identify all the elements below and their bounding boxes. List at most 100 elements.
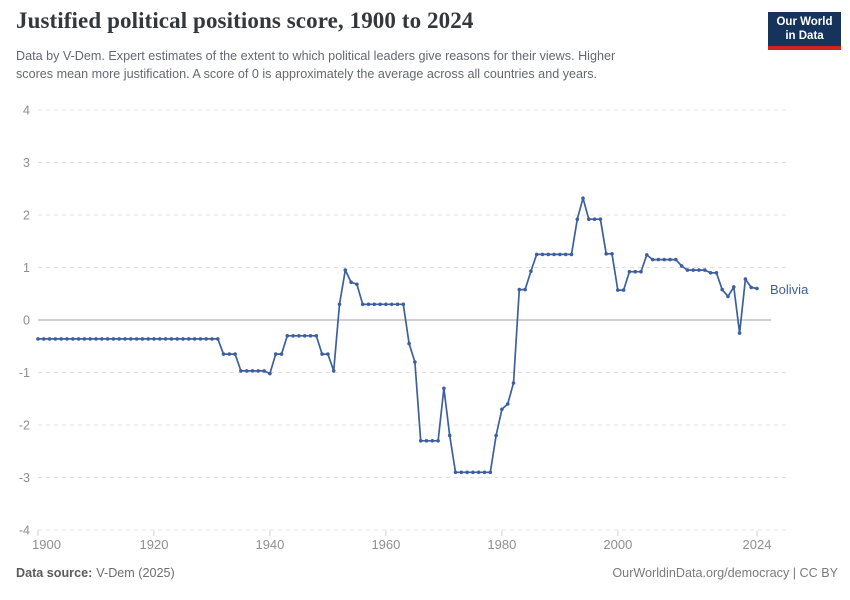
y-axis-label: -3: [19, 471, 30, 485]
data-point: [726, 294, 730, 299]
data-point: [123, 337, 127, 341]
data-point: [256, 369, 261, 373]
data-point: [511, 381, 516, 385]
data-point: [743, 277, 748, 281]
data-point: [314, 334, 319, 338]
data-point: [134, 337, 139, 341]
data-point: [720, 287, 724, 292]
data-point: [459, 470, 464, 475]
data-point: [424, 439, 429, 443]
data-point: [65, 337, 69, 341]
data-point: [117, 337, 121, 341]
data-point: [360, 302, 365, 307]
data-point: [552, 252, 556, 257]
x-axis-label: 1960: [371, 537, 400, 552]
data-point: [158, 337, 162, 341]
data-point: [302, 334, 307, 338]
data-point: [679, 264, 684, 268]
data-point: [285, 334, 290, 338]
data-point: [413, 360, 417, 364]
chart-subtitle-line2: scores mean more justification. A score …: [16, 67, 597, 81]
x-axis-label: 1920: [140, 537, 169, 552]
data-point: [714, 271, 719, 275]
data-point: [42, 337, 46, 341]
data-point: [146, 337, 150, 341]
data-point: [645, 253, 649, 257]
data-point: [76, 337, 81, 341]
data-point: [210, 337, 214, 341]
data-point: [407, 341, 411, 346]
data-point: [262, 369, 266, 373]
data-point: [349, 280, 353, 285]
data-point: [650, 257, 655, 262]
data-point: [558, 252, 562, 257]
data-point: [100, 337, 104, 341]
data-point: [505, 402, 510, 406]
data-point: [308, 334, 313, 338]
y-axis-label: 0: [23, 314, 30, 328]
data-point: [430, 439, 435, 443]
data-point: [494, 433, 498, 438]
data-point: [627, 269, 632, 274]
data-point: [616, 288, 620, 292]
data-point: [297, 334, 301, 338]
data-point: [523, 287, 527, 292]
data-point: [273, 352, 278, 356]
data-point: [88, 337, 92, 341]
data-point: [534, 252, 539, 257]
chart-subtitle-line1: Data by V-Dem. Expert estimates of the e…: [16, 49, 616, 63]
data-point: [233, 352, 237, 356]
data-point: [192, 337, 197, 341]
data-point: [755, 286, 759, 291]
data-point: [204, 337, 208, 341]
data-point: [366, 302, 371, 307]
data-point: [291, 334, 295, 338]
series-label-bolivia[interactable]: Bolivia: [770, 282, 809, 297]
data-point: [436, 439, 440, 443]
data-point: [592, 217, 597, 221]
data-point: [279, 352, 284, 356]
data-point: [320, 352, 324, 356]
x-axis-label: 1940: [255, 537, 284, 552]
owid-logo[interactable]: Our World in Data: [768, 12, 841, 50]
data-point: [175, 337, 179, 341]
data-point: [598, 217, 603, 221]
data-point: [447, 433, 452, 438]
owid-logo-red-bar: [768, 46, 841, 50]
y-axis-label: 4: [23, 104, 30, 118]
credit-link[interactable]: OurWorldinData.org/democracy | CC BY: [612, 566, 838, 580]
data-point: [331, 369, 336, 373]
data-point: [737, 331, 742, 335]
data-point: [529, 269, 533, 274]
data-point: [140, 337, 145, 341]
data-point: [227, 352, 232, 356]
data-point: [163, 337, 168, 341]
x-axis-label: 2024: [743, 537, 772, 552]
data-point: [94, 337, 98, 341]
data-point: [656, 257, 661, 262]
data-point: [239, 369, 243, 373]
data-point: [488, 470, 493, 475]
data-point: [129, 337, 133, 341]
data-point: [691, 268, 695, 272]
data-point: [181, 337, 185, 341]
data-point: [111, 337, 116, 341]
data-point: [674, 257, 678, 262]
footer: Data source: V-Dem (2025) OurWorldinData.…: [16, 566, 838, 580]
data-point: [418, 439, 423, 443]
data-point: [53, 337, 58, 341]
data-point: [36, 337, 40, 341]
data-point: [343, 268, 348, 272]
data-point: [732, 285, 736, 289]
data-point: [326, 352, 330, 356]
y-axis-label: -2: [19, 419, 30, 433]
line-series-bolivia[interactable]: [36, 196, 759, 475]
y-axis-label: 2: [23, 209, 30, 223]
data-point: [152, 337, 156, 341]
x-axis-label: 1900: [32, 537, 61, 552]
data-point: [575, 217, 580, 221]
data-point: [244, 369, 249, 373]
data-point: [685, 268, 690, 272]
